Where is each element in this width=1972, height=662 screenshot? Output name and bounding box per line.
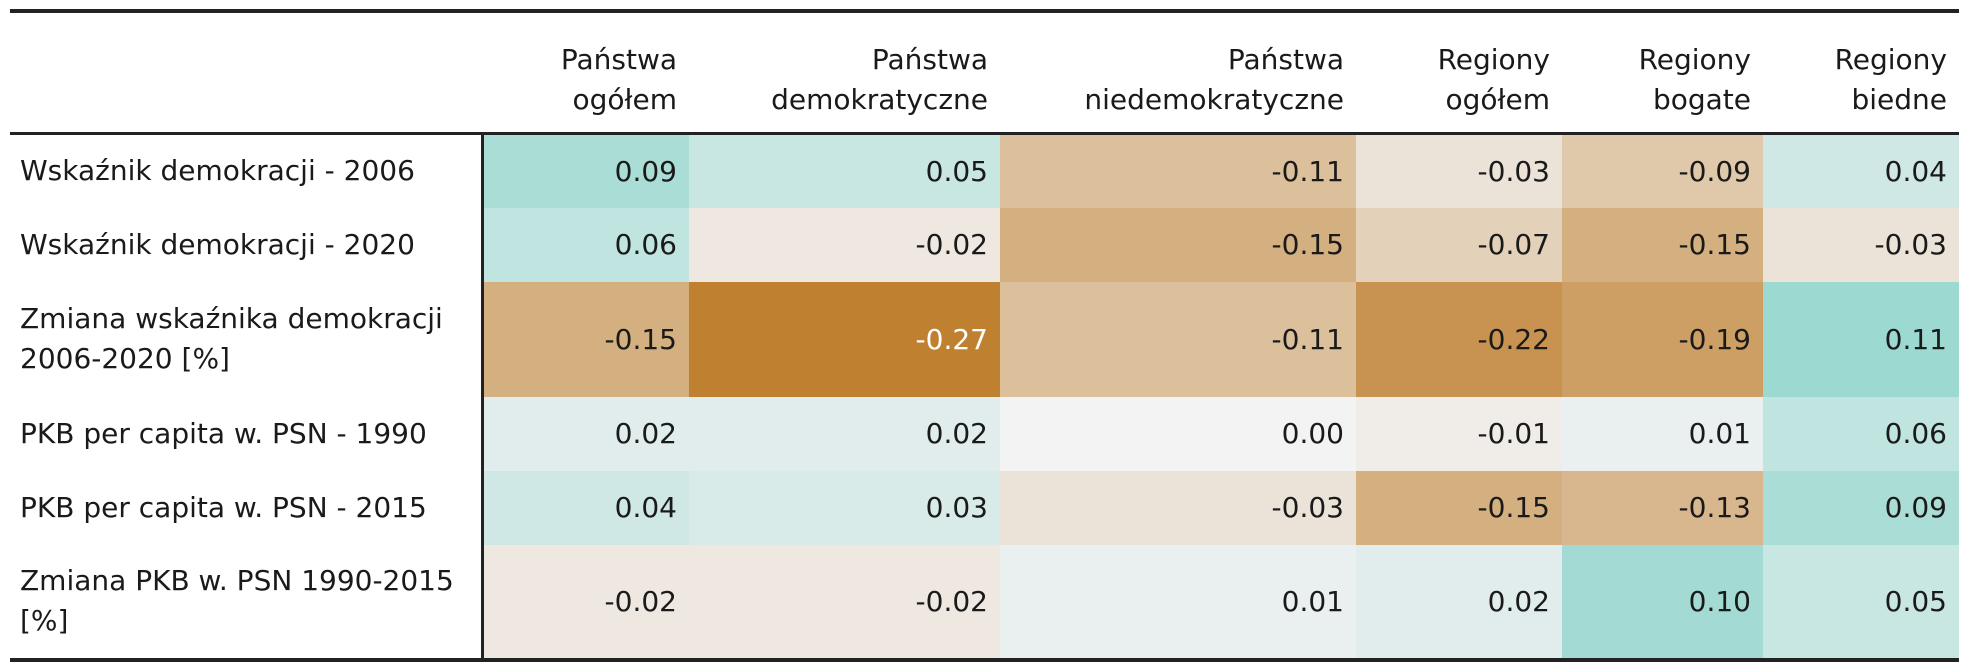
row-header-2: Zmiana wskaźnika demokracji 2006-2020 [%… — [10, 281, 484, 397]
heatmap-cell-r2-c2: -0.11 — [1000, 281, 1356, 397]
table-row: PKB per capita w. PSN - 2015 0.04 0.03 -… — [10, 470, 1959, 545]
heatmap-cell-r4-c4: -0.13 — [1562, 470, 1763, 545]
heatmap-cell-r2-c5: 0.11 — [1763, 281, 1959, 397]
heatmap-cell-r2-c1: -0.27 — [689, 281, 1000, 397]
row-header-5: Zmiana PKB w. PSN 1990-2015 [%] — [10, 544, 484, 660]
table-row: Wskaźnik demokracji - 2006 0.09 0.05 -0.… — [10, 133, 1959, 208]
table-row: Zmiana PKB w. PSN 1990-2015 [%] -0.02 -0… — [10, 544, 1959, 660]
row-header-4: PKB per capita w. PSN - 2015 — [10, 470, 484, 545]
header-row: Państwa ogółem Państwa demokratyczne Pań… — [10, 11, 1959, 135]
heatmap-cell-r4-c5: 0.09 — [1763, 470, 1959, 545]
column-header-2: Państwa niedemokratyczne — [1000, 11, 1356, 135]
heatmap-cell-r2-c0: -0.15 — [482, 281, 689, 397]
table-row: Wskaźnik demokracji - 2020 0.06 -0.02 -0… — [10, 207, 1959, 282]
heatmap-cell-r3-c3: -0.01 — [1356, 396, 1562, 471]
heatmap-cell-r1-c5: -0.03 — [1763, 207, 1959, 282]
column-header-4: Regiony bogate — [1562, 11, 1763, 135]
column-header-0: Państwa ogółem — [482, 11, 689, 135]
row-header-0: Wskaźnik demokracji - 2006 — [10, 133, 484, 208]
heatmap-cell-r5-c3: 0.02 — [1356, 544, 1562, 660]
heatmap-cell-r5-c4: 0.10 — [1562, 544, 1763, 660]
heatmap-cell-r4-c2: -0.03 — [1000, 470, 1356, 545]
correlation-heatmap-table: Państwa ogółem Państwa demokratyczne Pań… — [10, 9, 1959, 662]
heatmap-cell-r3-c4: 0.01 — [1562, 396, 1763, 471]
heatmap-cell-r3-c0: 0.02 — [482, 396, 689, 471]
row-header-3: PKB per capita w. PSN - 1990 — [10, 396, 484, 471]
heatmap-cell-r1-c4: -0.15 — [1562, 207, 1763, 282]
table-row: Zmiana wskaźnika demokracji 2006-2020 [%… — [10, 281, 1959, 397]
heatmap-cell-r0-c4: -0.09 — [1562, 133, 1763, 208]
heatmap-cell-r5-c0: -0.02 — [482, 544, 689, 660]
heatmap-cell-r0-c2: -0.11 — [1000, 133, 1356, 208]
heatmap-cell-r4-c1: 0.03 — [689, 470, 1000, 545]
heatmap-cell-r0-c0: 0.09 — [482, 133, 689, 208]
heatmap-cell-r5-c5: 0.05 — [1763, 544, 1959, 660]
corner-cell — [10, 11, 482, 135]
heatmap-cell-r2-c4: -0.19 — [1562, 281, 1763, 397]
row-header-1: Wskaźnik demokracji - 2020 — [10, 207, 484, 282]
column-header-5: Regiony biedne — [1763, 11, 1959, 135]
heatmap-cell-r4-c0: 0.04 — [482, 470, 689, 545]
heatmap-cell-r1-c3: -0.07 — [1356, 207, 1562, 282]
heatmap-cell-r0-c3: -0.03 — [1356, 133, 1562, 208]
heatmap-cell-r0-c1: 0.05 — [689, 133, 1000, 208]
column-header-3: Regiony ogółem — [1356, 11, 1562, 135]
heatmap-cell-r1-c0: 0.06 — [482, 207, 689, 282]
heatmap-cell-r3-c1: 0.02 — [689, 396, 1000, 471]
heatmap-cell-r5-c1: -0.02 — [689, 544, 1000, 660]
heatmap-cell-r4-c3: -0.15 — [1356, 470, 1562, 545]
heatmap-cell-r3-c2: 0.00 — [1000, 396, 1356, 471]
table-row: PKB per capita w. PSN - 1990 0.02 0.02 0… — [10, 396, 1959, 471]
heatmap-cell-r1-c1: -0.02 — [689, 207, 1000, 282]
heatmap-cell-r3-c5: 0.06 — [1763, 396, 1959, 471]
heatmap-cell-r5-c2: 0.01 — [1000, 544, 1356, 660]
heatmap-cell-r0-c5: 0.04 — [1763, 133, 1959, 208]
column-header-1: Państwa demokratyczne — [689, 11, 1000, 135]
heatmap-cell-r1-c2: -0.15 — [1000, 207, 1356, 282]
heatmap-cell-r2-c3: -0.22 — [1356, 281, 1562, 397]
